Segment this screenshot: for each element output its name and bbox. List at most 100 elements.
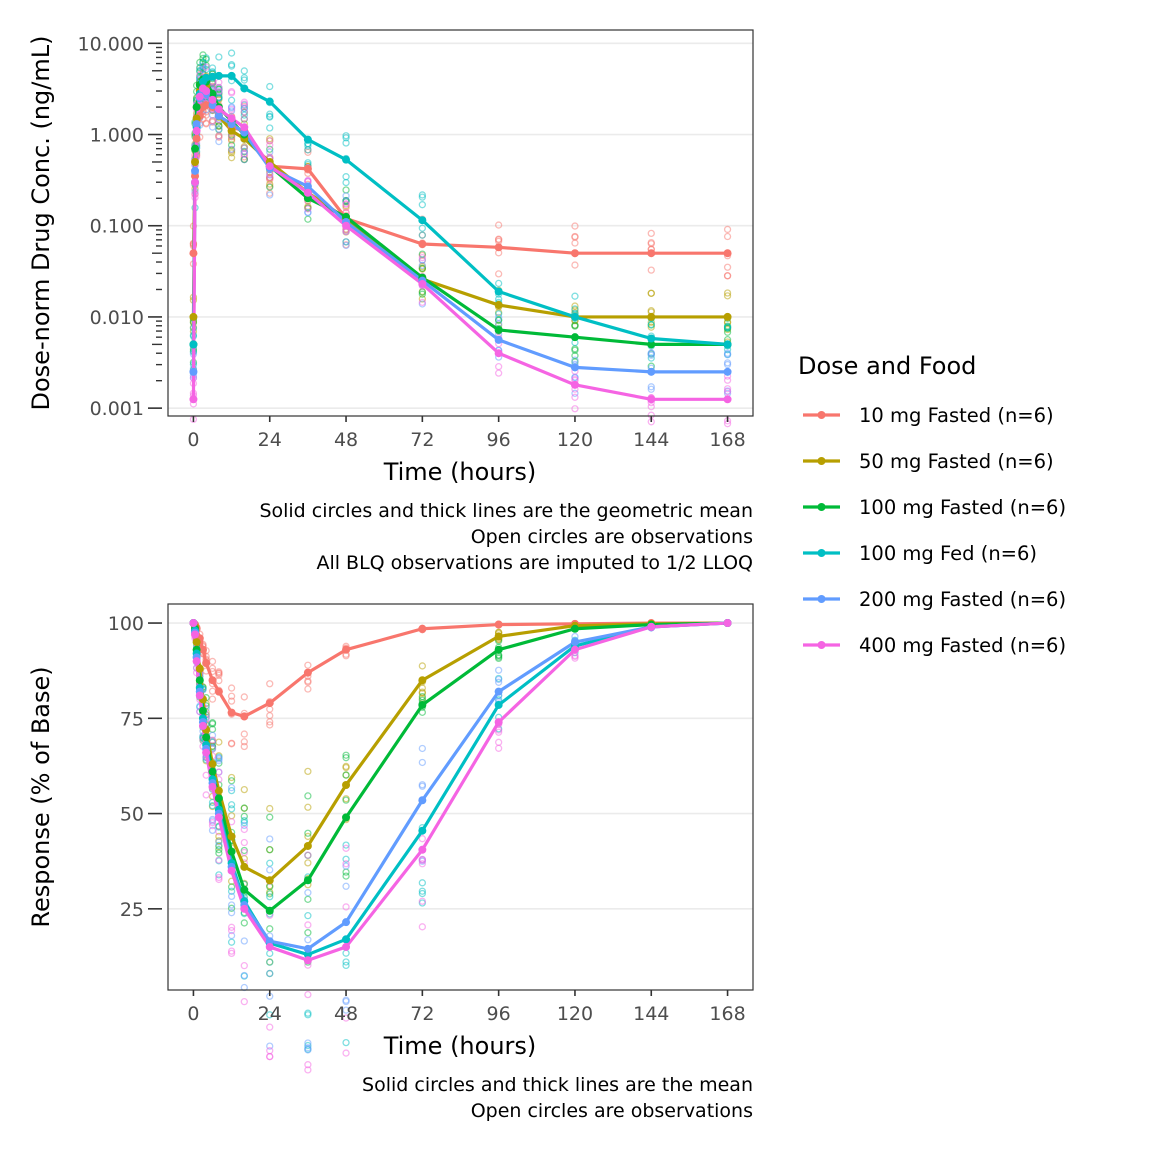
- mean-point: [202, 659, 211, 668]
- legend-key-point: [817, 549, 826, 557]
- mean-point: [214, 813, 223, 822]
- y-tick-label: 10.000: [78, 33, 144, 55]
- x-tick-label: 24: [258, 1003, 282, 1025]
- mean-point: [227, 847, 236, 856]
- mean-point: [195, 691, 204, 700]
- observation-point: [227, 887, 236, 895]
- observation-point: [227, 773, 236, 782]
- observation-point: [571, 261, 579, 269]
- mean-point: [240, 123, 249, 132]
- observation-point: [342, 192, 350, 200]
- mean-point: [214, 111, 223, 120]
- y-tick-label: 25: [120, 899, 144, 921]
- mean-point: [342, 942, 351, 951]
- observation-point: [227, 801, 236, 809]
- plot-background: [168, 30, 753, 416]
- legend-item: 100 mg Fed (n=6): [803, 542, 1037, 565]
- mean-point: [240, 904, 249, 913]
- observation-point: [304, 859, 312, 867]
- observation-point: [647, 385, 655, 393]
- mean-point: [189, 395, 198, 404]
- observation-point: [342, 1006, 350, 1014]
- observation-point: [304, 1061, 312, 1069]
- mean-point: [342, 813, 351, 822]
- observation-point: [495, 678, 503, 686]
- observation-point: [304, 1041, 312, 1050]
- observation-point: [342, 796, 350, 804]
- observation-point: [418, 261, 426, 270]
- observation-point: [304, 936, 312, 944]
- mean-point: [265, 876, 274, 885]
- observation-point: [240, 971, 248, 980]
- observation-point: [240, 919, 248, 927]
- legend-label: 10 mg Fasted (n=6): [859, 404, 1054, 427]
- mean-point: [189, 367, 198, 376]
- observation-point: [342, 132, 350, 140]
- observation-point: [342, 841, 350, 849]
- x-tick-label: 96: [487, 1003, 511, 1025]
- observation-point: [304, 929, 312, 937]
- mean-point: [192, 657, 201, 666]
- y-tick-label: 0.100: [90, 216, 144, 238]
- observation-point: [240, 144, 248, 152]
- legend: Dose and Food 10 mg Fasted (n=6) 50 mg Fa…: [798, 352, 1066, 657]
- observation-point: [342, 860, 350, 868]
- observation-point: [266, 804, 274, 813]
- observation-point: [418, 708, 426, 717]
- mean-point: [227, 114, 236, 123]
- x-tick-label: 0: [187, 429, 199, 451]
- legend-label: 100 mg Fed (n=6): [859, 542, 1037, 565]
- mean-point: [208, 676, 217, 685]
- mean-point: [418, 279, 427, 288]
- observation-point: [342, 751, 350, 759]
- observation-point: [227, 105, 236, 113]
- observation-point: [266, 835, 274, 843]
- observation-point: [495, 310, 503, 318]
- observation-point: [647, 238, 655, 247]
- mean-point: [723, 340, 732, 349]
- observation-point: [418, 684, 426, 692]
- observation-point: [227, 947, 236, 955]
- observation-point: [215, 845, 223, 854]
- observation-point: [240, 937, 248, 945]
- mean-point: [647, 312, 656, 321]
- mean-point: [342, 780, 351, 789]
- y-tick-label: 1.000: [90, 125, 144, 147]
- x-axis: 0 24 48 72 96 120 144 168: [187, 990, 746, 1025]
- x-tick-label: 72: [410, 429, 434, 451]
- pk-concentration-panel: 10.000 1.000 0.100 0.010 0.001 0 24 48 72 96 120 1…: [27, 29, 754, 574]
- observation-point: [723, 385, 732, 393]
- observation-point: [227, 89, 236, 97]
- observation-point: [495, 362, 503, 371]
- observation-point: [266, 112, 274, 120]
- mean-point: [202, 748, 211, 757]
- observation-point: [215, 856, 223, 864]
- observation-point: [266, 191, 274, 199]
- observation-point: [266, 183, 274, 191]
- mean-point: [570, 624, 579, 633]
- mean-point: [723, 249, 732, 258]
- plot-frame: [167, 29, 754, 417]
- observation-point: [418, 256, 426, 264]
- mean-point: [208, 782, 217, 791]
- legend-key-point: [817, 411, 826, 419]
- observation-point: [304, 851, 312, 859]
- mean-point: [227, 708, 236, 717]
- observation-point: [227, 901, 236, 909]
- mean-point: [198, 721, 207, 730]
- observation-point: [240, 147, 248, 155]
- mean-point: [240, 84, 249, 93]
- observation-point: [266, 1011, 274, 1019]
- mean-point: [303, 944, 312, 953]
- observation-point: [304, 829, 312, 837]
- observation-point: [304, 912, 312, 920]
- observation-point: [495, 728, 503, 736]
- observation-point: [227, 949, 236, 958]
- observation-point: [240, 785, 248, 794]
- mean-point: [265, 906, 274, 915]
- observation-point: [418, 889, 426, 898]
- observation-point: [571, 233, 579, 241]
- observation-point: [304, 1044, 312, 1052]
- y-tick-label: 75: [120, 708, 144, 730]
- observation-point: [418, 856, 426, 865]
